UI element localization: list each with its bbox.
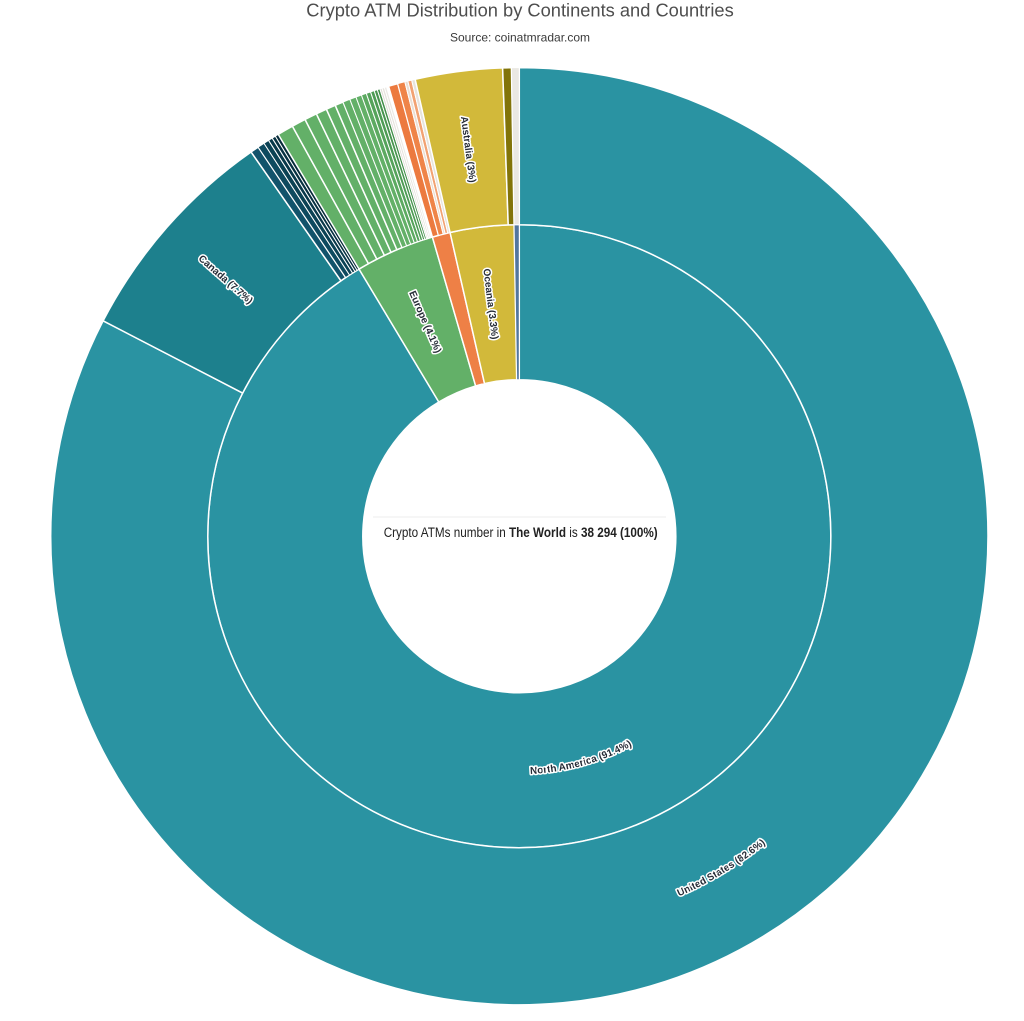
svg-text:Source: coinatmradar.com: Source: coinatmradar.com — [450, 31, 590, 45]
svg-text:Crypto ATM Distribution by Con: Crypto ATM Distribution by Continents an… — [306, 0, 733, 21]
svg-text:Crypto ATMs number in The Worl: Crypto ATMs number in The World is 38 29… — [384, 525, 658, 540]
